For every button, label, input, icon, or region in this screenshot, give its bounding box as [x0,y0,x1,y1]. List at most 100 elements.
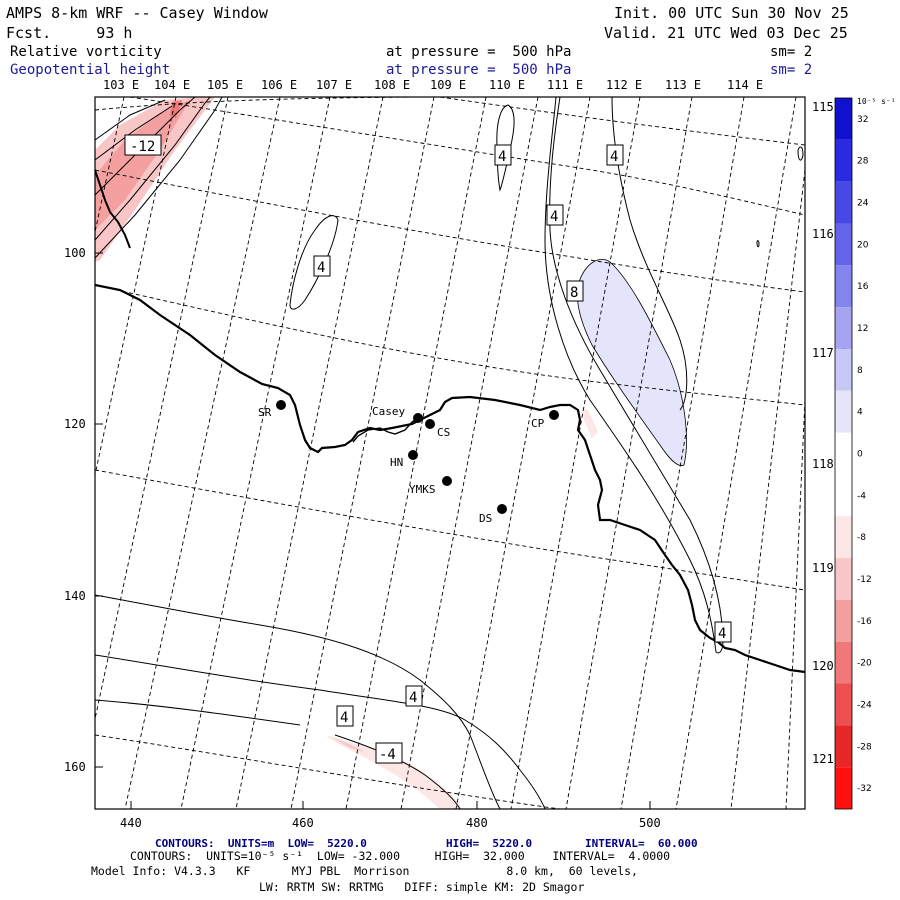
colorbar-swatch [835,181,852,224]
colorbar-level-label: -16 [857,617,872,627]
field2-level: at pressure = 500 hPa [386,62,572,78]
colorbar-swatch [835,641,852,684]
colorbar-swatch [835,98,852,140]
colorbar-units: 10⁻⁵ s⁻¹ [857,97,896,106]
chart-title: AMPS 8-km WRF -- Casey Window [6,4,268,22]
contour-labels: -12 4 4 4 4 8 4 4 4 -4 [124,134,732,764]
field1-smoothing: sm= 2 [770,44,813,60]
contour-label: -4 [379,747,396,763]
station-label-cs: CS [437,426,450,439]
lon-labels-top: 103 E 104 E 105 E 106 E 107 E 108 E 109 … [103,78,763,92]
footer-height-interval: INTERVAL= 60.000 [585,837,698,850]
x-tick-label: 440 [120,816,142,830]
y-tick-label: 160 [64,760,86,774]
colorbar-swatch [835,474,852,517]
colorbar-swatch [835,348,852,391]
lon-label-top: 110 E [489,78,525,92]
colorbar-level-label: 32 [857,115,868,125]
contour-label: 8 [570,285,578,301]
field2-smoothing: sm= 2 [770,62,813,78]
colorbar-level-label: 0 [857,450,863,460]
vorticity-shade-neg-south [325,735,462,809]
contour-label: 4 [610,149,618,165]
x-tick-label: 480 [466,816,488,830]
vorticity-shade-neg-south-core [330,736,365,752]
axis-ticks [95,252,651,809]
footer-model-info: Model Info: V4.3.3 KF MYJ PBL Morrison 8… [91,864,638,878]
contour-label: 4 [409,690,417,706]
colorbar-frame [834,97,853,810]
colorbar-level-label: 8 [857,366,863,376]
y-tick-label: 120 [64,417,86,431]
station-dot-sr [276,400,286,410]
colorbar-swatch [835,516,852,559]
colorbar-level-label: -32 [857,784,872,794]
lon-label-top: 112 E [606,78,642,92]
station-label-hn: HN [390,456,403,469]
station-dot-cp [549,410,559,420]
map-frame [94,96,806,810]
colorbar-swatch [835,265,852,308]
field1-name: Relative vorticity [10,44,162,60]
vorticity-shade-neg-inner [95,100,190,230]
forecast-hour: Fcst. 93 h [6,24,133,42]
vorticity-shade-pos [576,259,687,467]
footer-vorticity-contours: CONTOURS: UNITS=10⁻⁵ s⁻¹ LOW= -32.000 HI… [130,849,671,863]
colorbar-level-label: -12 [857,575,872,585]
lon-label-top: 113 E [665,78,701,92]
station-dot-casey [413,413,423,423]
lon-label-top: 108 E [374,78,410,92]
colorbar-swatch [835,767,852,809]
colorbar-swatch [835,683,852,726]
x-tick-label: 460 [292,816,314,830]
colorbar-swatch [835,558,852,600]
colorbar-level-label: 4 [857,408,863,418]
init-time: Init. 00 UTC Sun 30 Nov 25 [614,4,849,22]
station-dot-ds [497,504,507,514]
colorbar-level-label: 20 [857,240,869,250]
field2-name: Geopotential height [10,62,171,78]
coastline [95,283,805,674]
lon-label-top: 103 E [103,78,139,92]
y-tick-label: 100 [64,246,86,260]
axis-labels: 440 460 480 500 100 120 140 160 [64,246,661,830]
footer-physics-info: LW: RRTM SW: RRTMG DIFF: simple KM: 2D S… [259,880,585,894]
footer-height-high: HIGH= 5220.0 [446,837,533,850]
colorbar-level-label: -4 [857,491,866,501]
contour-label: 4 [498,149,506,165]
station-label-cp: CP [531,417,545,430]
lon-label-top: 104 E [154,78,190,92]
contour-label: 4 [340,710,348,726]
field1-level: at pressure = 500 hPa [386,44,572,60]
vorticity-shade-neg-cp [582,408,598,438]
colorbar-level-label: 24 [857,199,869,209]
map-area: SR Casey CS HN YMKS DS CP -12 4 4 4 4 8 … [95,97,805,809]
footer-height-contours: CONTOURS: UNITS=m LOW= 5220.0 [155,837,367,850]
colorbar-level-label: 12 [857,324,868,334]
contour-label: 4 [550,209,558,225]
lon-label-top: 109 E [430,78,466,92]
coastline-casey-peninsula [352,417,419,443]
lon-label-top: 111 E [547,78,583,92]
colorbar-level-label: -20 [857,659,872,669]
valid-time: Valid. 21 UTC Wed 03 Dec 25 [604,24,848,42]
station-label-ds: DS [479,512,492,525]
colorbar-swatch [835,223,852,266]
station-label-ymks: YMKS [409,483,436,496]
contour-label: -12 [130,139,155,155]
graticule [95,97,805,809]
y-tick-label: 140 [64,589,86,603]
colorbar-level-label: 16 [857,282,869,292]
lon-label-top: 106 E [261,78,297,92]
lon-label-top: 114 E [727,78,763,92]
colorbar-swatch [835,432,852,475]
coastline-west-inlet [95,169,131,249]
lon-label-top: 107 E [316,78,352,92]
contour-label: 4 [317,260,325,276]
colorbar-swatch [835,390,852,433]
station-markers [276,400,559,514]
colorbar-level-label: -28 [857,742,872,752]
lon-label-top: 105 E [207,78,243,92]
colorbar-level-label: -8 [857,533,866,543]
